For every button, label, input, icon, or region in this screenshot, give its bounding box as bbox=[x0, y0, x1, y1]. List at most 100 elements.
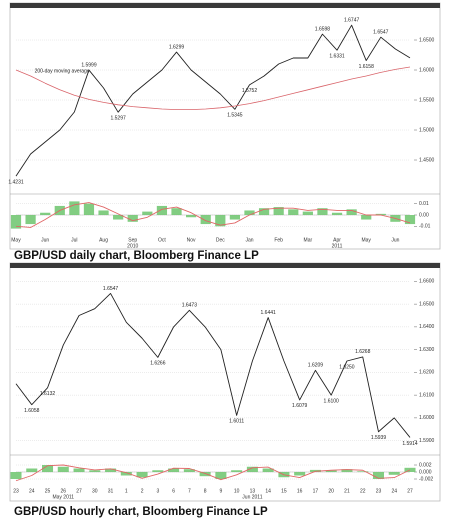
indicator-bar bbox=[142, 211, 153, 215]
value-label: 1.6598 bbox=[315, 26, 331, 32]
indicator-bar bbox=[199, 472, 211, 477]
indicator-bar bbox=[244, 210, 255, 215]
indicator-bar bbox=[231, 470, 243, 472]
y-tick-label: 1.6000 bbox=[419, 415, 435, 421]
value-label: 1.6250 bbox=[339, 364, 355, 370]
x-tick-label: 3 bbox=[156, 488, 159, 494]
value-label: 1.6473 bbox=[182, 303, 198, 309]
x-tick-label: 9 bbox=[219, 488, 222, 494]
x-tick-label: 16 bbox=[297, 488, 303, 494]
x-tick-label: 23 bbox=[376, 488, 382, 494]
indicator-bar bbox=[294, 472, 306, 476]
indicator-bar bbox=[40, 212, 51, 215]
indicator-bar bbox=[120, 472, 132, 476]
price-line bbox=[15, 292, 411, 438]
annotation: 200-day moving average bbox=[35, 68, 90, 74]
y-tick-label: 1.5000 bbox=[419, 127, 435, 133]
x-tick-label: 14 bbox=[265, 488, 271, 494]
indicator-bar bbox=[25, 215, 36, 225]
x-tick-label: May bbox=[11, 237, 21, 243]
x-tick-label: Jun bbox=[41, 237, 49, 243]
value-label: 1.5752 bbox=[242, 88, 258, 94]
y-tick-label: 1.6300 bbox=[419, 347, 435, 353]
price-line bbox=[15, 24, 411, 177]
moving-average-line bbox=[15, 66, 411, 110]
value-label: 1.6266 bbox=[150, 361, 166, 367]
x-tick-label: 31 bbox=[108, 488, 114, 494]
indicator-bar bbox=[69, 201, 80, 215]
value-label: 1.6441 bbox=[261, 310, 277, 316]
x-tick-label: Apr bbox=[333, 237, 341, 243]
value-label: 1.5999 bbox=[81, 62, 97, 68]
value-label: 1.6132 bbox=[40, 391, 56, 397]
y-tick-label: 1.6500 bbox=[419, 37, 435, 43]
x-tick-label: 24 bbox=[391, 488, 397, 494]
indicator-bar bbox=[89, 470, 101, 472]
indicator-bar bbox=[258, 208, 270, 215]
indicator-bar bbox=[10, 472, 22, 479]
daily-frame bbox=[9, 2, 441, 250]
y-tick-label: 1.4500 bbox=[419, 157, 435, 163]
value-label: 1.5297 bbox=[110, 116, 126, 122]
y-tick-label: -0.01 bbox=[419, 224, 431, 230]
x-tick-label: 27 bbox=[407, 488, 413, 494]
value-label: 1.6331 bbox=[329, 53, 345, 59]
indicator-bar bbox=[171, 208, 182, 215]
y-tick-label: 0.01 bbox=[419, 201, 429, 207]
x-tick-label: 30 bbox=[92, 488, 98, 494]
indicator-bar bbox=[168, 468, 180, 472]
x-group-label: 2010 bbox=[127, 243, 138, 249]
indicator-bar bbox=[215, 215, 226, 227]
x-tick-label: 1 bbox=[125, 488, 128, 494]
x-tick-label: Dec bbox=[216, 237, 225, 243]
indicator-bar bbox=[215, 472, 227, 479]
x-tick-label: 23 bbox=[13, 488, 19, 494]
y-tick-label: 0.002 bbox=[419, 462, 432, 468]
indicator-bar bbox=[346, 209, 357, 215]
x-tick-label: May bbox=[361, 237, 371, 243]
daily-header-bar bbox=[10, 3, 440, 8]
indicator-bar bbox=[183, 469, 195, 472]
value-label: 1.6011 bbox=[229, 419, 244, 425]
y-tick-label: 1.6400 bbox=[419, 324, 435, 330]
indicator-bar bbox=[83, 203, 95, 215]
x-tick-label: 2 bbox=[141, 488, 144, 494]
x-tick-label: 24 bbox=[29, 488, 35, 494]
caption: GBP/USD hourly chart, Bloomberg Finance … bbox=[14, 506, 268, 518]
indicator-bar bbox=[341, 469, 353, 472]
indicator-bar bbox=[357, 471, 369, 472]
y-tick-label: 1.6500 bbox=[419, 301, 435, 307]
indicator-bar bbox=[325, 470, 337, 472]
x-tick-label: 20 bbox=[328, 488, 334, 494]
indicator-bar bbox=[302, 211, 313, 215]
caption: GBP/USD daily chart, Bloomberg Finance L… bbox=[14, 250, 259, 262]
value-label: 1.6547 bbox=[373, 30, 389, 36]
indicator-bar bbox=[186, 215, 197, 218]
value-label: 1.6299 bbox=[169, 44, 185, 50]
y-tick-label: 1.6100 bbox=[419, 392, 435, 398]
x-tick-label: 27 bbox=[76, 488, 82, 494]
x-tick-label: 15 bbox=[281, 488, 287, 494]
y-tick-label: 1.6600 bbox=[419, 279, 435, 285]
value-label: 1.6268 bbox=[355, 349, 371, 355]
x-group-label: Jun 2011 bbox=[242, 494, 262, 500]
value-label: 1.6747 bbox=[344, 18, 360, 24]
x-tick-label: Jan bbox=[245, 237, 253, 243]
indicator-bar bbox=[136, 472, 148, 478]
indicator-bar bbox=[317, 208, 328, 215]
x-tick-label: Oct bbox=[158, 237, 166, 243]
y-tick-label: -0.002 bbox=[419, 476, 433, 482]
indicator-bar bbox=[273, 207, 284, 215]
indicator-bar bbox=[26, 468, 38, 472]
x-tick-label: Jul bbox=[71, 237, 77, 243]
indicator-bar bbox=[98, 210, 109, 215]
x-tick-label: 8 bbox=[204, 488, 207, 494]
x-tick-label: 6 bbox=[172, 488, 175, 494]
x-group-label: 2011 bbox=[332, 243, 343, 249]
x-tick-label: 7 bbox=[188, 488, 191, 494]
value-label: 1.4231 bbox=[8, 179, 24, 185]
value-label: 1.6547 bbox=[103, 286, 119, 292]
x-tick-label: 25 bbox=[45, 488, 51, 494]
